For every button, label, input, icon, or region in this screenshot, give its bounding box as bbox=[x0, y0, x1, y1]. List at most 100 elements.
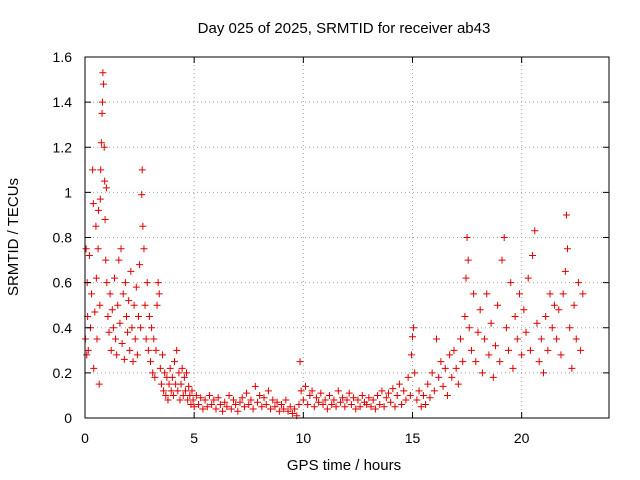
data-point bbox=[280, 405, 288, 413]
data-point bbox=[463, 234, 471, 241]
data-point bbox=[376, 400, 384, 408]
data-point bbox=[181, 387, 189, 395]
data-point bbox=[117, 245, 125, 253]
data-point bbox=[104, 312, 112, 320]
data-point bbox=[356, 403, 364, 411]
data-point bbox=[92, 222, 100, 230]
data-point bbox=[328, 400, 336, 408]
data-point bbox=[185, 382, 193, 390]
data-point bbox=[319, 400, 327, 408]
data-point bbox=[553, 335, 561, 343]
data-point bbox=[467, 346, 475, 354]
data-point bbox=[148, 324, 156, 332]
data-point bbox=[496, 358, 504, 366]
data-point bbox=[160, 387, 168, 395]
data-point bbox=[208, 400, 216, 408]
y-tick-label: 0.4 bbox=[53, 320, 73, 336]
data-point bbox=[515, 290, 523, 298]
data-point bbox=[542, 312, 550, 320]
data-point bbox=[452, 364, 460, 372]
data-point bbox=[308, 387, 316, 395]
data-point bbox=[464, 256, 472, 264]
data-point bbox=[354, 396, 362, 404]
data-point bbox=[470, 290, 478, 298]
data-point bbox=[334, 387, 342, 395]
data-point bbox=[137, 324, 145, 332]
data-point bbox=[419, 391, 427, 399]
data-point bbox=[537, 335, 545, 343]
data-point bbox=[155, 290, 163, 298]
data-point bbox=[214, 394, 222, 402]
data-point bbox=[502, 324, 510, 332]
data-point bbox=[116, 319, 124, 327]
data-point bbox=[262, 400, 270, 408]
data-point bbox=[96, 301, 104, 309]
x-tick-label: 15 bbox=[405, 430, 421, 446]
data-point bbox=[526, 346, 534, 354]
data-point bbox=[358, 391, 366, 399]
data-point bbox=[256, 391, 264, 399]
data-point bbox=[450, 346, 458, 354]
data-point bbox=[192, 391, 200, 399]
data-point bbox=[433, 335, 441, 343]
data-point bbox=[568, 364, 576, 372]
data-point bbox=[302, 382, 310, 390]
data-point bbox=[157, 380, 165, 388]
data-point bbox=[557, 351, 565, 359]
data-point bbox=[278, 400, 285, 408]
data-point bbox=[465, 324, 473, 332]
data-point bbox=[105, 328, 113, 336]
data-point bbox=[110, 274, 118, 282]
data-point bbox=[378, 387, 386, 395]
y-tick-label: 0 bbox=[64, 410, 72, 426]
data-point bbox=[131, 335, 139, 343]
data-point bbox=[102, 184, 110, 192]
data-point bbox=[153, 301, 161, 309]
data-point bbox=[159, 351, 167, 359]
data-point bbox=[173, 346, 181, 354]
data-point bbox=[245, 400, 253, 408]
data-point bbox=[82, 245, 90, 253]
data-point bbox=[154, 279, 162, 287]
data-point bbox=[494, 301, 502, 309]
data-point bbox=[219, 407, 227, 415]
data-point bbox=[221, 398, 229, 406]
data-point bbox=[411, 369, 419, 377]
data-point bbox=[459, 358, 467, 366]
data-point bbox=[180, 373, 188, 381]
data-point bbox=[122, 312, 130, 320]
data-point bbox=[472, 358, 480, 366]
y-tick-label: 1.2 bbox=[53, 139, 73, 155]
x-tick-label: 5 bbox=[190, 430, 198, 446]
data-point bbox=[273, 398, 281, 406]
data-point bbox=[96, 195, 104, 203]
data-point bbox=[85, 252, 93, 260]
data-point bbox=[306, 391, 314, 399]
data-point bbox=[114, 301, 122, 309]
data-point bbox=[90, 364, 98, 372]
data-point bbox=[195, 400, 203, 408]
data-point bbox=[118, 340, 126, 348]
data-point bbox=[108, 306, 116, 314]
data-point bbox=[347, 400, 355, 408]
data-point bbox=[410, 324, 418, 332]
data-point bbox=[94, 245, 102, 253]
data-point bbox=[120, 355, 128, 363]
x-tick-label: 0 bbox=[81, 430, 89, 446]
axis-ticks bbox=[84, 56, 609, 419]
y-tick-label: 0.2 bbox=[53, 365, 73, 381]
data-point bbox=[574, 279, 582, 287]
data-point bbox=[98, 98, 106, 106]
data-point bbox=[380, 403, 388, 411]
data-point bbox=[489, 373, 497, 381]
x-axis-label: GPS time / hours bbox=[287, 457, 401, 474]
data-point bbox=[310, 403, 318, 411]
data-point bbox=[505, 346, 513, 354]
data-point bbox=[260, 394, 268, 402]
data-point bbox=[189, 396, 197, 404]
data-point bbox=[174, 387, 182, 395]
data-point bbox=[140, 245, 148, 253]
data-point bbox=[407, 351, 415, 359]
data-point bbox=[112, 335, 120, 343]
data-point bbox=[234, 407, 242, 415]
